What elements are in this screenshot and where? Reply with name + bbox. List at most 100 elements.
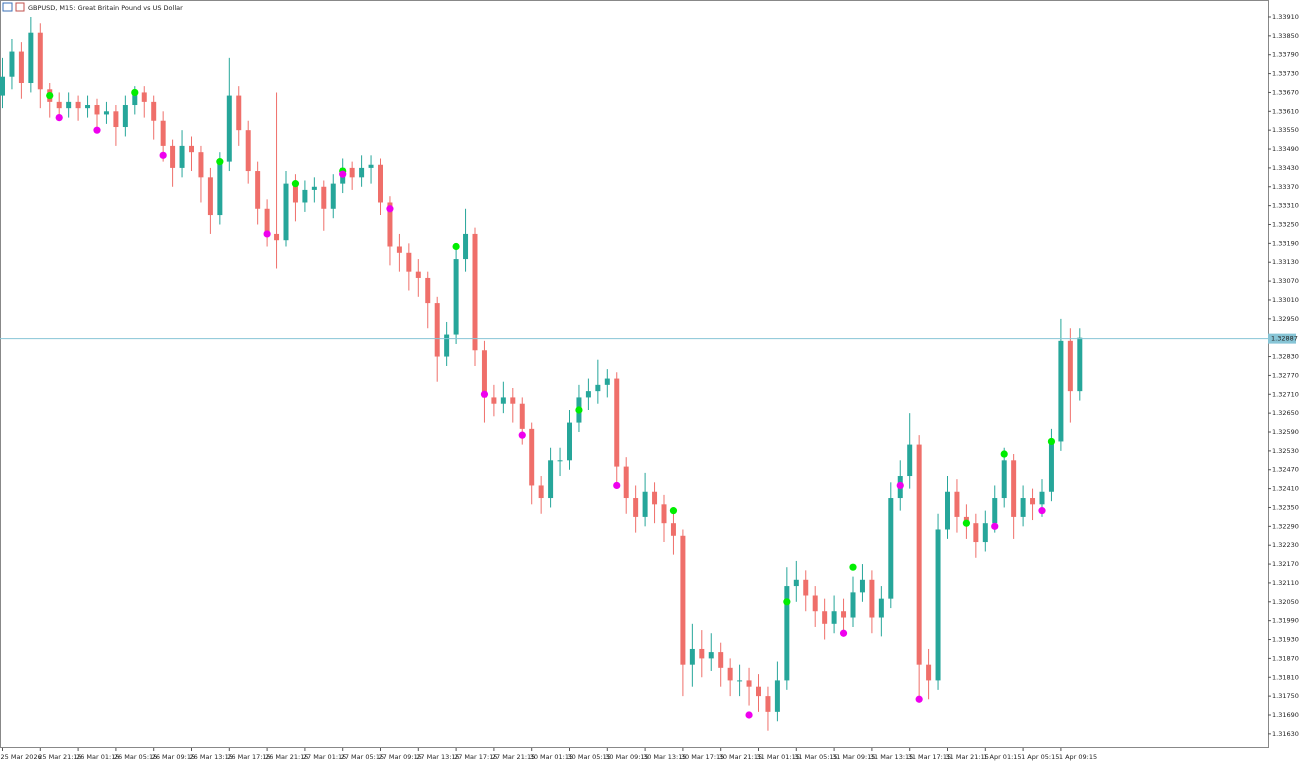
- candle-body: [75, 101, 81, 109]
- candle-body: [661, 504, 667, 524]
- candle-body: [368, 164, 374, 168]
- y-tick-label: 1.33670: [1272, 88, 1299, 96]
- y-tick-label: 1.33550: [1272, 126, 1299, 134]
- candle-body: [406, 252, 412, 272]
- candle-body: [179, 145, 185, 168]
- candle-body: [226, 95, 232, 162]
- candle-body: [245, 130, 251, 172]
- y-tick-label: 1.33490: [1272, 145, 1299, 153]
- candle-body: [1058, 340, 1064, 442]
- candle-body: [510, 397, 516, 404]
- candle-body: [28, 32, 34, 84]
- candle-body: [1030, 498, 1036, 505]
- signal-dot: [613, 481, 621, 490]
- candle-body: [0, 76, 5, 96]
- y-tick-label: 1.32950: [1272, 315, 1299, 323]
- x-tick-label: 30 Mar 21:15: [719, 753, 762, 761]
- signal-dot: [896, 481, 904, 490]
- signal-dot: [991, 522, 999, 530]
- signal-dot: [55, 113, 63, 122]
- x-tick-label: 27 Mar 13:15: [416, 753, 459, 761]
- candle-body: [396, 246, 402, 253]
- candle-body: [623, 466, 629, 499]
- signal-dot: [669, 507, 678, 515]
- candle-body: [122, 105, 128, 128]
- candle-body: [170, 145, 176, 168]
- y-tick-label: 1.33910: [1272, 13, 1299, 21]
- candle-body: [1020, 498, 1026, 517]
- candle-body: [302, 189, 308, 203]
- y-tick-label: 1.33370: [1272, 183, 1299, 191]
- x-tick-label: 27 Mar 21:15: [492, 753, 535, 761]
- y-tick-label: 1.33730: [1272, 70, 1299, 78]
- current-price-label: 1.32887: [1271, 335, 1298, 343]
- candle-body: [878, 598, 884, 618]
- signal-dot: [131, 88, 139, 97]
- candle-body: [66, 101, 72, 109]
- x-tick-label: 1 Apr 01:15: [983, 753, 1021, 761]
- y-tick-label: 1.33070: [1272, 277, 1299, 285]
- candle-body: [264, 208, 270, 234]
- x-tick-label: 26 Mar 21:15: [265, 753, 308, 761]
- candle-body: [680, 535, 686, 665]
- candle-body: [869, 579, 875, 618]
- y-tick-label: 1.31870: [1272, 654, 1299, 662]
- chart-title: GBPUSD, M15: Great Britain Pound vs US D…: [28, 4, 183, 12]
- candle-body: [18, 51, 24, 84]
- x-tick-label: 31 Mar 13:15: [870, 753, 913, 761]
- candle-body: [859, 579, 865, 593]
- candle-body: [198, 152, 204, 178]
- candle-body: [803, 579, 809, 596]
- y-tick-label: 1.32350: [1272, 503, 1299, 511]
- candle-body: [349, 167, 355, 178]
- candle-body: [954, 491, 960, 517]
- current-price-tag: [1268, 333, 1296, 344]
- candle-body: [491, 397, 497, 404]
- candle-body: [1039, 491, 1045, 505]
- x-tick-label: 31 Mar 21:15: [946, 753, 989, 761]
- signal-dot: [1000, 450, 1008, 458]
- x-tick-label: 30 Mar 17:15: [681, 753, 724, 761]
- candle-body: [557, 460, 563, 462]
- x-tick-label: 31 Mar 09:15: [832, 753, 875, 761]
- candle-body: [1067, 340, 1073, 392]
- candle-body: [614, 378, 620, 467]
- candle-body: [992, 498, 998, 524]
- y-tick-label: 1.33430: [1272, 164, 1299, 172]
- y-tick-label: 1.32230: [1272, 541, 1299, 549]
- x-tick-label: 25 Mar 2026: [1, 753, 42, 761]
- y-tick-label: 1.32050: [1272, 598, 1299, 606]
- candle-body: [850, 592, 856, 618]
- candle-body: [472, 233, 478, 351]
- candle-body: [151, 101, 157, 121]
- candle-body: [207, 177, 213, 216]
- candle-body: [633, 498, 639, 517]
- signal-dot: [480, 390, 489, 398]
- candle-body: [982, 523, 988, 543]
- candle-body: [888, 498, 894, 599]
- candle-body: [1077, 337, 1083, 392]
- candle-body: [689, 648, 695, 665]
- candle-body: [330, 183, 336, 209]
- candle-body: [311, 186, 317, 190]
- y-tick-label: 1.32110: [1272, 579, 1299, 587]
- y-tick-label: 1.31990: [1272, 617, 1299, 625]
- candle-body: [538, 485, 544, 499]
- signal-dot: [93, 126, 101, 134]
- x-tick-label: 26 Mar 17:15: [227, 753, 270, 761]
- candle-body: [746, 680, 752, 687]
- signal-dot: [518, 431, 526, 439]
- x-tick-label: 26 Mar 13:15: [190, 753, 233, 761]
- y-tick-label: 1.32650: [1272, 409, 1299, 417]
- x-tick-label: 31 Mar 05:15: [794, 753, 837, 761]
- candle-body: [94, 105, 100, 115]
- candle-body: [387, 202, 393, 247]
- y-tick-label: 1.33130: [1272, 258, 1299, 266]
- candle-body: [727, 667, 733, 681]
- candle-body: [907, 444, 913, 477]
- y-tick-label: 1.32590: [1272, 428, 1299, 436]
- signal-dot: [839, 629, 848, 637]
- signal-dot: [962, 519, 971, 527]
- candle-body: [292, 183, 298, 203]
